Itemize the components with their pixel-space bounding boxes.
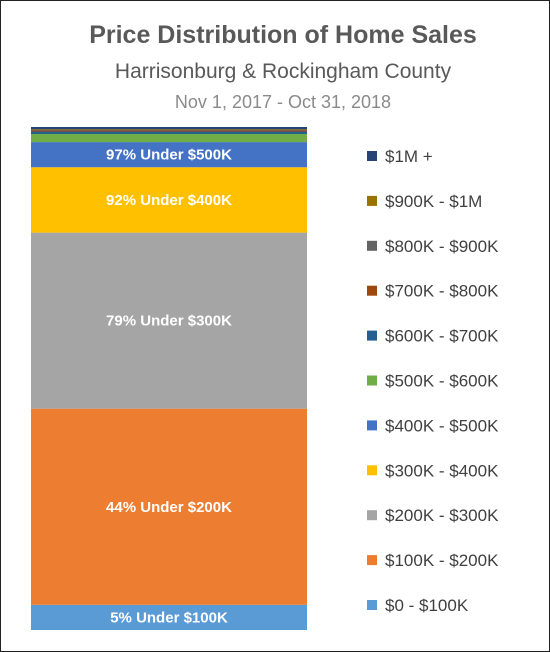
legend-label-0-100k: $0 - $100K xyxy=(385,596,469,615)
bar-segment-300k-400k xyxy=(31,167,307,233)
bar-segment-600k-700k xyxy=(31,131,307,135)
legend-label-500k-600k: $500K - $600K xyxy=(385,372,499,391)
legend-label-700k-800k: $700K - $800K xyxy=(385,282,499,301)
legend: $1M + $900K - $1M $800K - $900K $700K - $80… xyxy=(367,147,499,615)
stacked-bar xyxy=(31,127,307,630)
legend-swatch-400k-500k xyxy=(367,420,377,431)
legend-label-1m: $1M + xyxy=(385,147,433,166)
bar-segment-100k-200k xyxy=(31,408,307,605)
legend-label-600k-700k: $600K - $700K xyxy=(385,327,499,346)
legend-label-200k-300k: $200K - $300K xyxy=(385,506,499,525)
legend-label-400k-500k: $400K - $500K xyxy=(385,416,499,435)
segment-label-200k-300k: 79% Under $300K xyxy=(106,313,232,330)
legend-label-300k-400k: $300K - $400K xyxy=(385,461,499,480)
legend-label-900k-1m: $900K - $1M xyxy=(385,192,482,211)
segment-label-0-100k: 5% Under $100K xyxy=(110,609,228,626)
legend-swatch-200k-300k xyxy=(367,510,377,521)
bar-segment-1m xyxy=(31,127,307,130)
segment-labels: 5% Under $100K 44% Under $200K 79% Under $… xyxy=(106,147,232,627)
legend-swatch-1m xyxy=(367,151,377,161)
legend-label-800k-900k: $800K - $900K xyxy=(385,237,499,256)
bar-segment-900k-1m xyxy=(31,129,307,130)
legend-swatch-100k-200k xyxy=(367,555,377,566)
bar-segment-700k-800k xyxy=(31,130,307,132)
chart-date-range: Nov 1, 2017 - Oct 31, 2018 xyxy=(175,92,391,112)
legend-swatch-700k-800k xyxy=(367,285,377,296)
bar-segment-800k-900k xyxy=(31,129,307,131)
legend-swatch-800k-900k xyxy=(367,240,377,251)
chart-subtitle: Harrisonburg & Rockingham County xyxy=(115,60,452,83)
bar-segment-200k-300k xyxy=(31,232,307,409)
legend-swatch-300k-400k xyxy=(367,465,377,476)
segment-label-100k-200k: 44% Under $200K xyxy=(106,499,232,516)
legend-swatch-900k-1m xyxy=(367,195,377,206)
segment-label-400k-500k: 97% Under $500K xyxy=(106,147,232,164)
legend-swatch-500k-600k xyxy=(367,375,377,386)
bar-segment-400k-500k xyxy=(31,142,307,168)
legend-swatch-600k-700k xyxy=(367,330,377,341)
segment-label-300k-400k: 92% Under $400K xyxy=(106,192,232,209)
legend-label-100k-200k: $100K - $200K xyxy=(385,551,499,570)
legend-swatch-0-100k xyxy=(367,600,377,610)
chart-title: Price Distribution of Home Sales xyxy=(89,21,477,49)
bar-segment-0-100k xyxy=(31,604,307,630)
bar-segment-500k-600k xyxy=(31,134,307,143)
